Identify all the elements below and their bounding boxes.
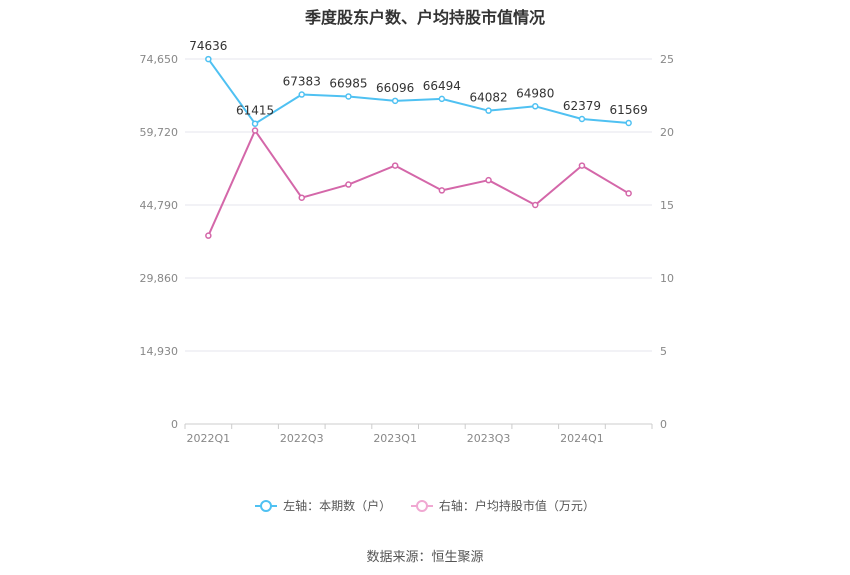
x-axis-tick-label: 2023Q1 xyxy=(373,432,417,445)
series-point-1 xyxy=(625,190,632,197)
data-label: 74636 xyxy=(189,39,227,53)
left-axis-tick-label: 74,650 xyxy=(140,53,179,66)
data-label: 66985 xyxy=(329,76,367,90)
data-label: 61415 xyxy=(236,104,274,118)
legend: 左轴：本期数（户） 右轴：户均持股市值（万元） xyxy=(0,497,850,515)
series-point-1 xyxy=(391,162,399,169)
right-axis-tick-label: 15 xyxy=(660,199,674,212)
left-axis-tick-label: 29,860 xyxy=(140,272,179,285)
x-axis-tick-label: 2024Q1 xyxy=(560,432,604,445)
data-label: 62379 xyxy=(563,99,601,113)
x-axis-tick-label: 2022Q3 xyxy=(280,432,324,445)
data-label: 64082 xyxy=(469,91,507,105)
chart-title: 季度股东户数、户均持股市值情况 xyxy=(304,8,545,27)
legend-label-avg-value: 右轴：户均持股市值（万元） xyxy=(438,499,595,513)
series-point-0 xyxy=(205,55,212,63)
grid-layer xyxy=(185,58,652,352)
data-label-layer: 74636 61415 67383 66985 66096 66494 64082 64980… xyxy=(189,39,647,118)
series-point-1 xyxy=(205,232,212,239)
series-point-1 xyxy=(485,176,492,184)
series-point-0 xyxy=(298,91,305,98)
right-axis-tick-label: 5 xyxy=(660,345,667,358)
series-point-0 xyxy=(345,93,352,100)
data-label: 66494 xyxy=(423,79,461,93)
left-axis-tick-label: 44,790 xyxy=(140,199,179,212)
series-point-0 xyxy=(251,120,259,127)
series-point-0 xyxy=(532,103,539,110)
series-point-1 xyxy=(251,127,259,134)
series-point-1 xyxy=(345,181,352,188)
series-point-0 xyxy=(625,119,632,127)
data-label: 64980 xyxy=(516,86,554,100)
data-label: 67383 xyxy=(283,75,321,89)
axis-layer: 014,93029,86044,79059,72074,650051015202… xyxy=(140,53,675,445)
series-point-0 xyxy=(391,97,399,105)
left-axis-tick-label: 14,930 xyxy=(140,345,179,358)
series-point-1 xyxy=(532,201,539,209)
legend-swatch-households-icon xyxy=(255,499,278,512)
x-axis-tick-label: 2022Q1 xyxy=(187,432,231,445)
legend-swatch-avg-value-icon xyxy=(410,499,433,512)
series-point-0 xyxy=(578,115,586,123)
right-axis-tick-label: 25 xyxy=(660,53,674,66)
right-axis-tick-label: 0 xyxy=(660,418,667,431)
left-axis-tick-label: 0 xyxy=(171,418,178,431)
series-line-0 xyxy=(207,58,629,125)
right-axis-tick-label: 20 xyxy=(660,126,674,139)
series-layer xyxy=(205,55,632,239)
series-point-0 xyxy=(438,95,446,103)
right-axis-tick-label: 10 xyxy=(660,272,674,285)
legend-label-households: 左轴：本期数（户） xyxy=(283,499,392,513)
x-axis-tick-label: 2023Q3 xyxy=(467,432,511,445)
series-point-0 xyxy=(485,107,492,114)
legend-item-households[interactable]: 左轴：本期数（户） xyxy=(255,497,391,514)
series-point-1 xyxy=(578,162,586,169)
legend-item-avg-value[interactable]: 右轴：户均持股市值（万元） xyxy=(410,497,595,514)
data-label: 61569 xyxy=(610,103,648,117)
left-axis-tick-label: 59,720 xyxy=(140,126,179,139)
data-source: 数据来源：恒生聚源 xyxy=(366,550,484,565)
series-point-1 xyxy=(298,194,305,201)
series-line-1 xyxy=(207,129,630,237)
data-label: 66096 xyxy=(376,81,414,95)
series-point-1 xyxy=(438,187,446,194)
